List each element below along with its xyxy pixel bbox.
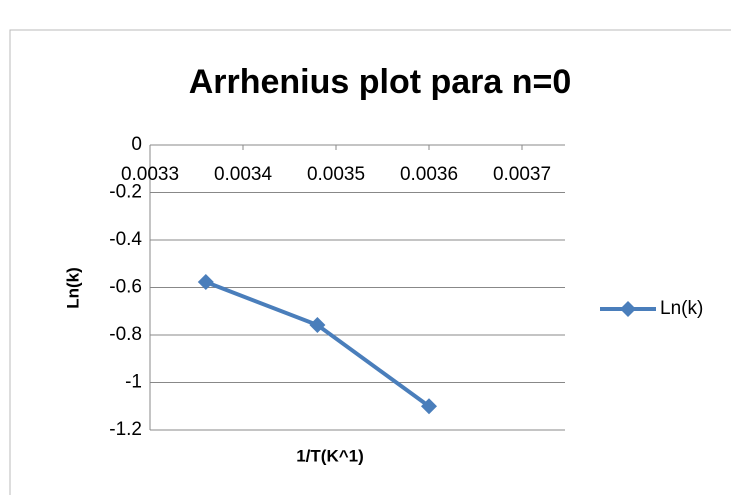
marker [197, 274, 214, 291]
marker [421, 398, 437, 415]
x-tick-label: 0.0034 [214, 164, 273, 185]
y-tick-label: 0 [131, 134, 142, 155]
y-tick-label: -0.4 [109, 229, 142, 250]
chart-area [9, 29, 731, 495]
x-axis-title: 1/T(K^1) [296, 446, 364, 465]
y-tick-label: -1 [125, 372, 142, 393]
x-tick-label: 0.0036 [400, 164, 458, 185]
chart-title: Arrhenius plot para n=0 [189, 63, 572, 101]
x-tick-label: 0.0035 [307, 164, 365, 185]
y-tick-label: -0.8 [109, 324, 142, 345]
y-tick-label: -1.2 [109, 419, 142, 440]
legend-marker [620, 301, 636, 317]
y-tick-label: -0.6 [109, 277, 142, 298]
y-tick-label: -0.2 [109, 182, 142, 203]
x-tick-label: 0.0037 [493, 164, 551, 185]
marker [309, 317, 326, 334]
x-tick-label: 0.0033 [121, 164, 179, 185]
y-axis-title: Ln(k) [63, 267, 82, 309]
legend-label: Ln(k) [660, 298, 703, 319]
